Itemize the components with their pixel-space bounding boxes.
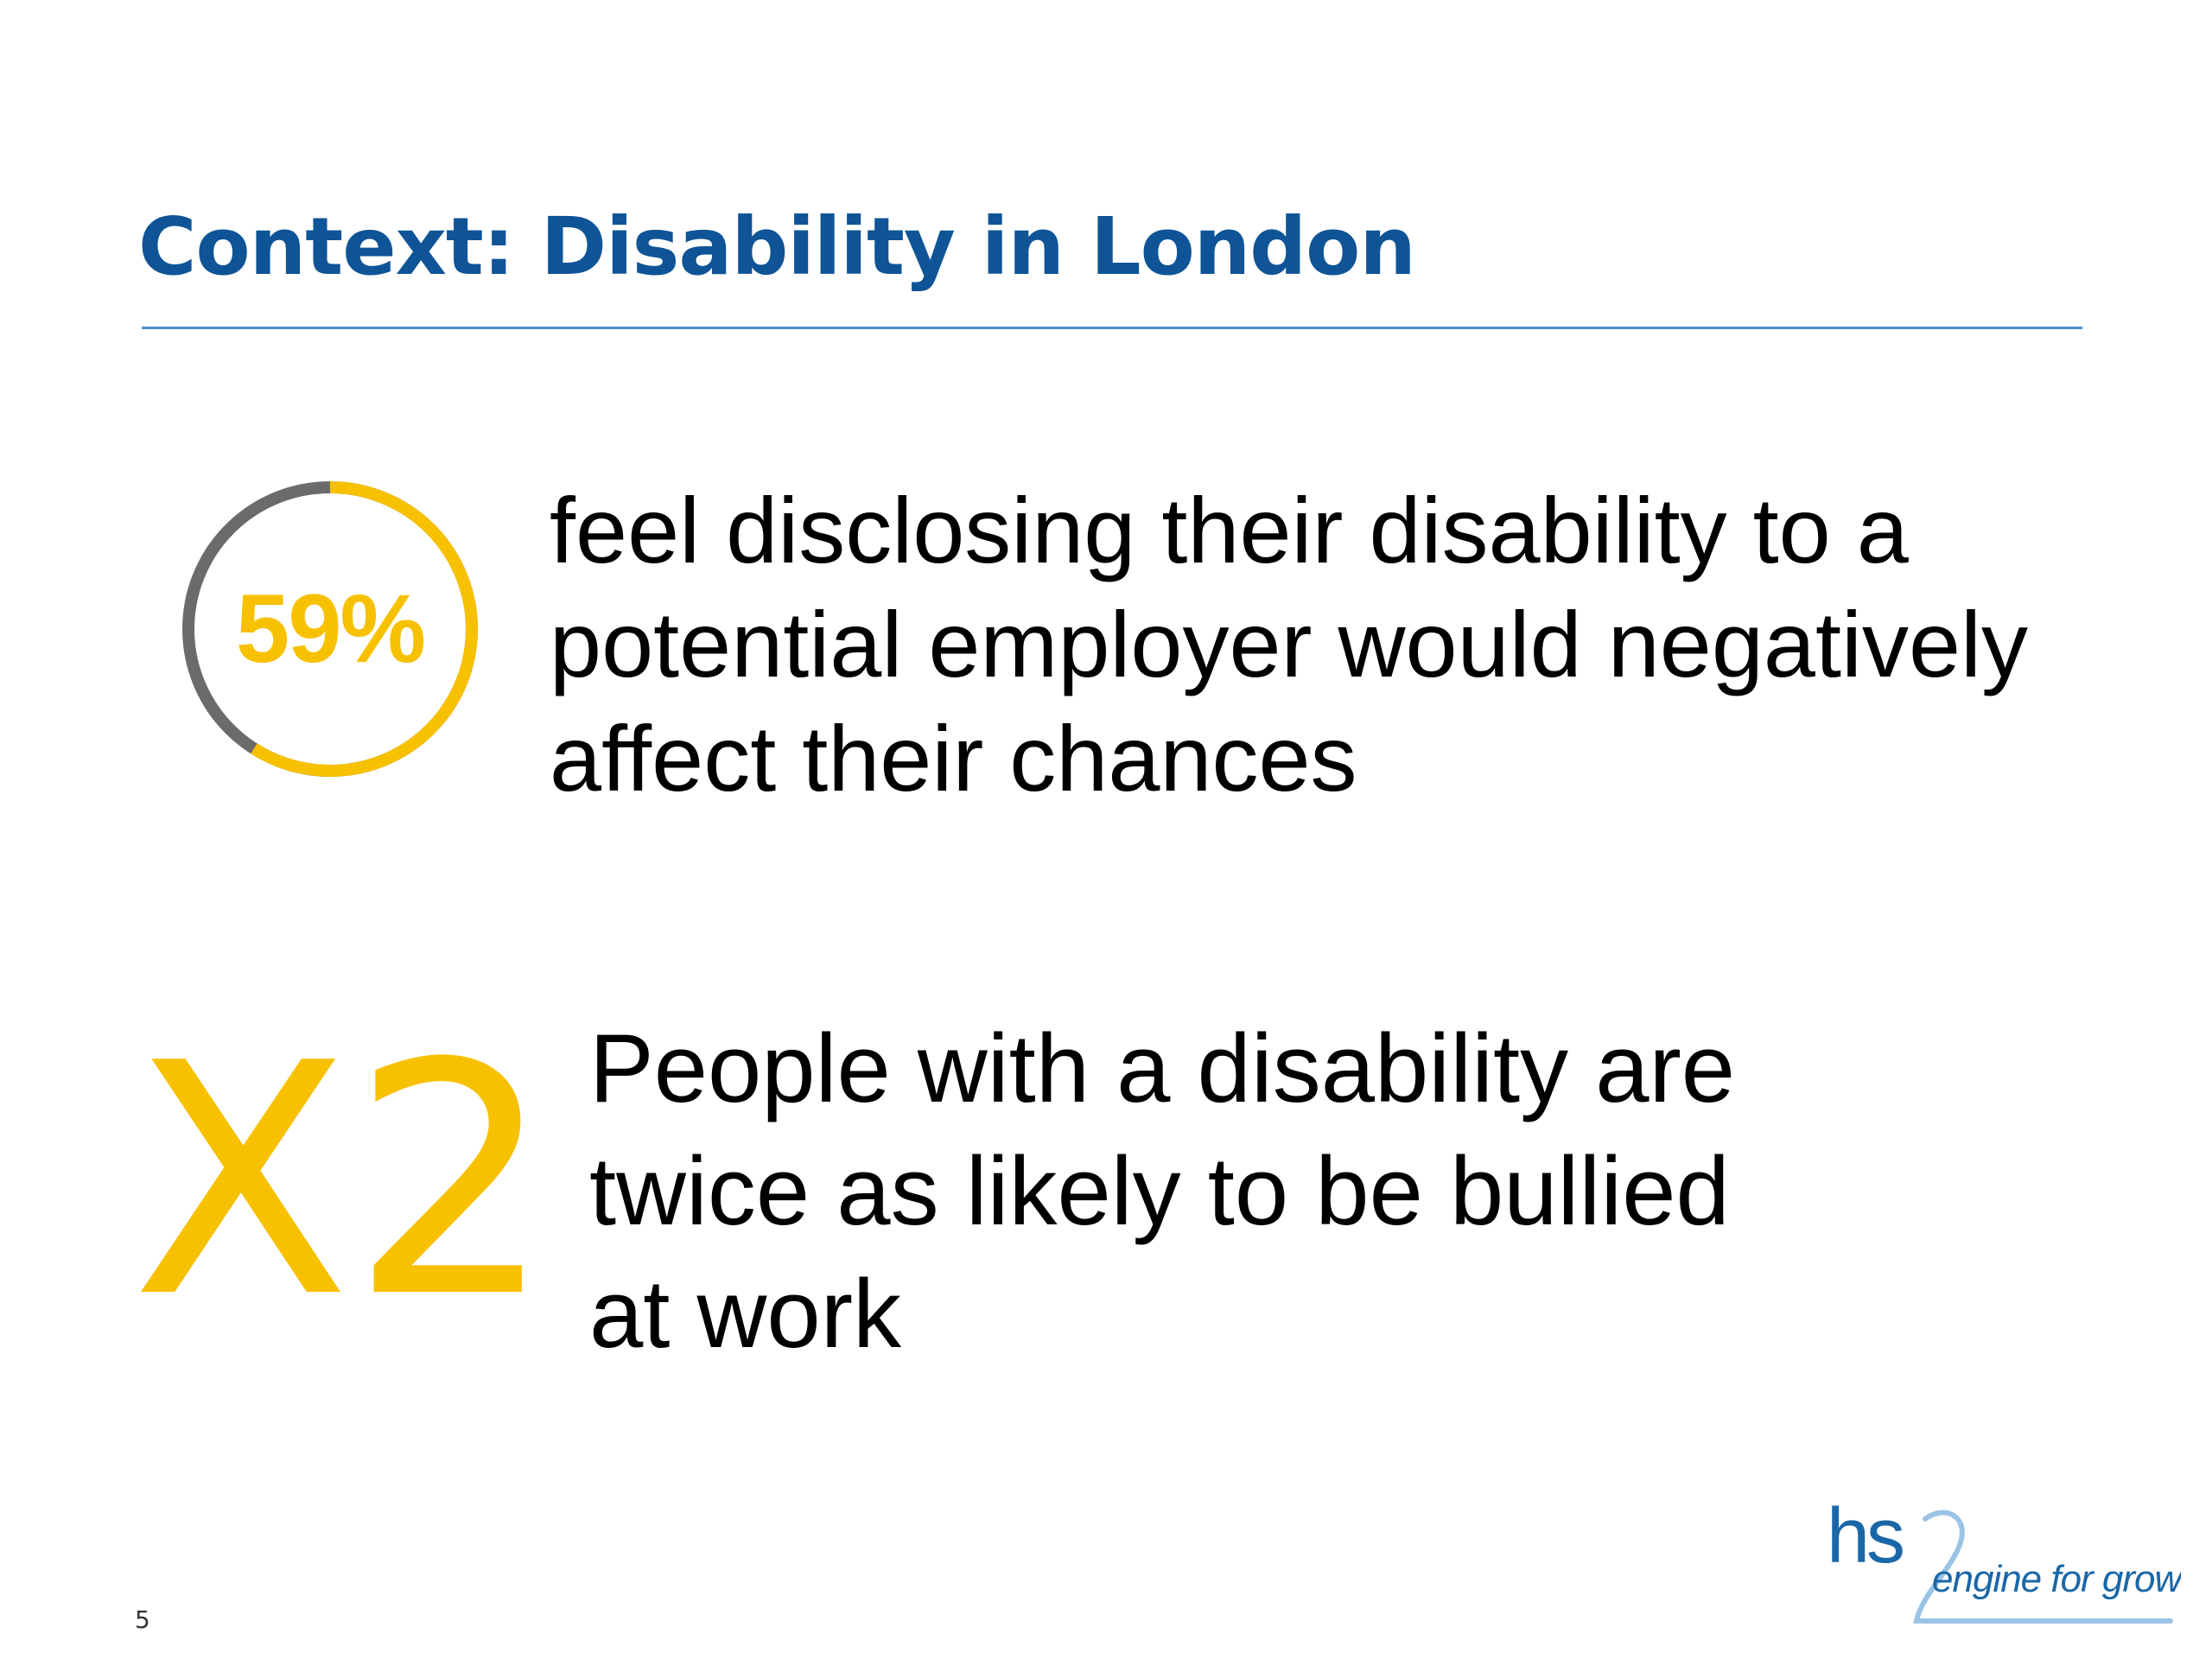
hs2-logo: hs engine for growth (1818, 1500, 2181, 1630)
ring-gauge-graphic (182, 481, 478, 777)
slide-title: Context: Disability in London (138, 200, 1416, 293)
svg-text:hs: hs (1827, 1500, 1903, 1580)
stat-2-line-3: at work (589, 1260, 901, 1368)
stat-2-line-1: People with a disability are (589, 1014, 1736, 1122)
stat-description-1: feel disclosing their disability to a po… (550, 474, 2028, 816)
logo-tagline: engine for growth (1932, 1558, 2181, 1600)
stat-1-line-2: potential employer would negatively (550, 592, 2029, 696)
stat-2-line-2: twice as likely to be bullied (589, 1137, 1730, 1245)
hs2-logo-graphic: hs engine for growth (1827, 1500, 2181, 1624)
title-divider (142, 327, 2082, 329)
stat-1-line-1: feel disclosing their disability to a (550, 478, 1909, 582)
stat-1-line-3: affect their chances (550, 706, 1357, 810)
percentage-value: 59% (235, 575, 426, 683)
stat-description-2: People with a disability are twice as li… (589, 1007, 1735, 1376)
ring-fill (182, 481, 478, 777)
multiplier-label: X2 (131, 996, 554, 1368)
percentage-ring: 59% (175, 474, 486, 785)
slide-number: 5 (135, 1605, 150, 1634)
